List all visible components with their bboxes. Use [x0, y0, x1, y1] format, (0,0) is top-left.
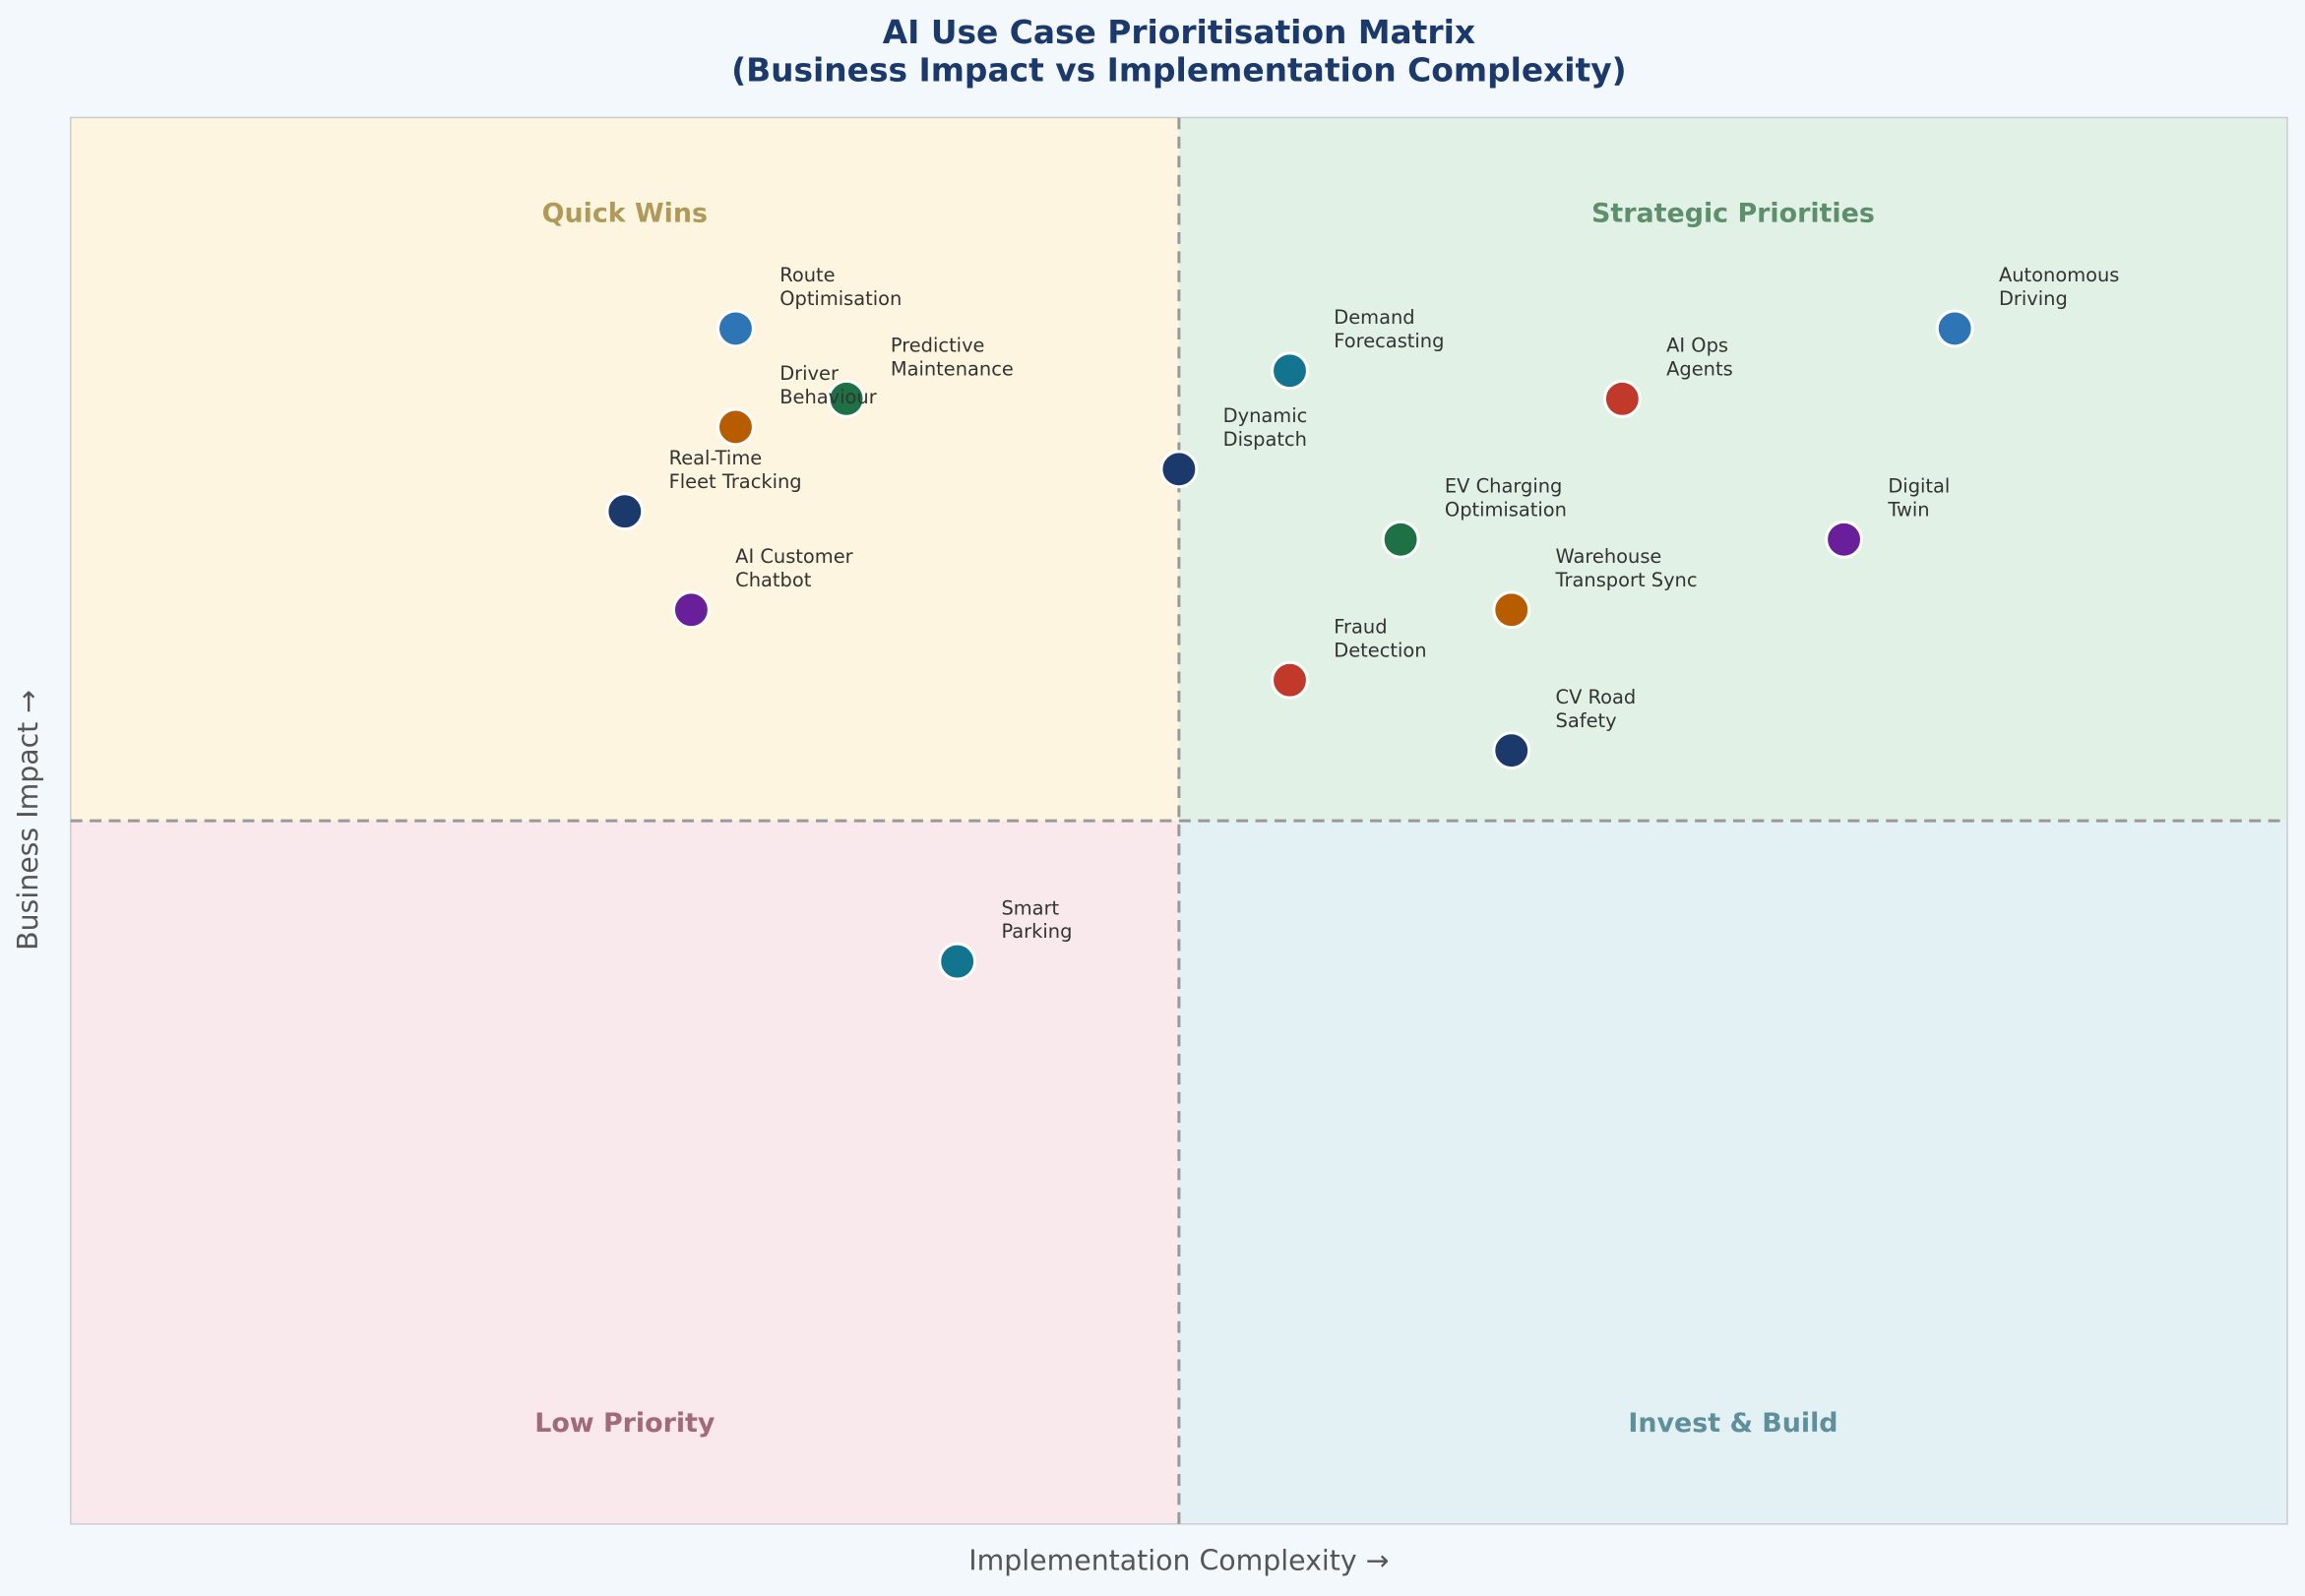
point-label-line: Warehouse: [1556, 544, 1662, 567]
point-label: Real-Time Fleet Tracking: [669, 446, 802, 492]
point-label-line: Detection: [1334, 639, 1426, 661]
point-label: CV Road Safety: [1556, 685, 1637, 731]
point: [1935, 309, 1974, 348]
quadrant-label: Strategic Priorities: [1591, 199, 1875, 229]
chart-subtitle: (Business Impact vs Implementation Compl…: [731, 52, 1627, 90]
x-axis-label: Implementation Complexity →: [968, 1545, 1389, 1577]
point-label-line: Route: [779, 264, 835, 286]
point: [938, 942, 977, 981]
quadrant-label: Invest & Build: [1628, 1408, 1838, 1439]
point-label: Demand Forecasting: [1334, 305, 1444, 351]
point-label-line: Safety: [1556, 708, 1617, 731]
point-label-line: Digital: [1888, 474, 1950, 497]
point: [1159, 450, 1199, 489]
y-axis-label: Business Impact →: [12, 690, 44, 951]
point-label: Warehouse Transport Sync: [1555, 544, 1698, 590]
point: [671, 590, 711, 630]
point-label-line: Autonomous: [1999, 264, 2119, 286]
point-label-line: Forecasting: [1334, 329, 1444, 351]
point-label: Route Optimisation: [779, 264, 902, 310]
quadrant: [1178, 821, 2288, 1524]
point: [1825, 520, 1863, 559]
point-label: Driver Behaviour: [779, 362, 876, 408]
point-label-line: Smart: [1001, 896, 1059, 919]
point-label-line: Fleet Tracking: [669, 469, 802, 492]
quadrant: [1178, 117, 2288, 822]
point-label-line: Dispatch: [1223, 427, 1307, 450]
point-label: Fraud Detection: [1334, 615, 1426, 661]
point-label-line: Fraud: [1334, 615, 1387, 638]
point: [1602, 379, 1642, 418]
point-label: AI Ops Agents: [1666, 334, 1733, 380]
chart-title: AI Use Case Prioritisation Matrix: [883, 14, 1475, 51]
quadrant: [70, 117, 1179, 822]
point: [716, 309, 755, 348]
point: [1381, 520, 1420, 559]
point-label: Smart Parking: [1001, 896, 1072, 943]
point-label-line: Driving: [1999, 287, 2068, 310]
point-label-line: AI Ops: [1666, 334, 1728, 356]
point-label: EV Charging Optimisation: [1445, 474, 1567, 521]
point-label-line: Dynamic: [1223, 404, 1308, 427]
quadrant-label: Low Priority: [534, 1408, 716, 1439]
point-label: Digital Twin: [1887, 474, 1950, 521]
point-label: Autonomous Driving: [1999, 264, 2119, 310]
point-label-line: Real-Time: [669, 446, 763, 468]
point: [605, 492, 645, 531]
point-label-line: CV Road: [1556, 685, 1637, 707]
point-label: Dynamic Dispatch: [1223, 404, 1308, 451]
point: [716, 407, 755, 447]
point-label-line: Optimisation: [1445, 498, 1567, 521]
point-label-line: Driver: [779, 362, 839, 385]
point-label-line: Predictive: [891, 334, 985, 356]
point-label-line: Agents: [1666, 357, 1733, 380]
point-label-line: Twin: [1887, 498, 1929, 521]
point: [1492, 731, 1531, 770]
point-label-line: Parking: [1001, 920, 1072, 943]
point-label-line: AI Customer: [735, 544, 852, 567]
point-label-line: EV Charging: [1445, 474, 1562, 497]
point: [827, 379, 866, 418]
point: [1492, 590, 1531, 630]
point-label-line: Behaviour: [779, 386, 876, 408]
quadrant: [70, 821, 1179, 1524]
point: [1271, 660, 1309, 700]
point-label: AI Customer Chatbot: [735, 544, 852, 590]
point-label-line: Transport Sync: [1555, 568, 1698, 590]
point-label: Predictive Maintenance: [891, 334, 1014, 380]
point-label-line: Maintenance: [891, 357, 1014, 380]
point-label-line: Optimisation: [779, 287, 902, 310]
point: [1271, 351, 1309, 391]
quadrant-label: Quick Wins: [542, 199, 708, 229]
point-label-line: Chatbot: [735, 568, 812, 590]
point-label-line: Demand: [1334, 305, 1414, 328]
